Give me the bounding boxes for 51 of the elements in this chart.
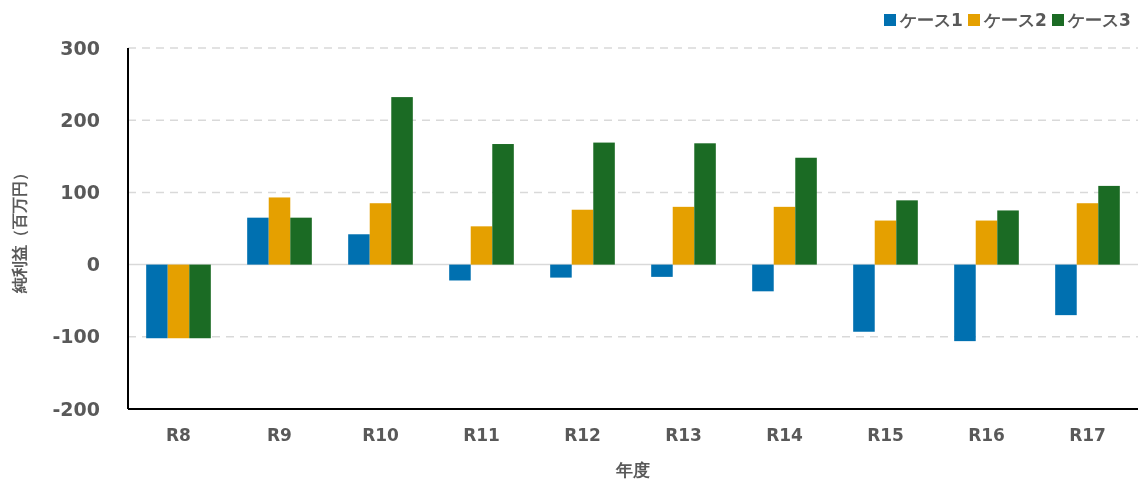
x-tick-label: R17 (1069, 425, 1106, 445)
bar (391, 97, 413, 265)
x-axis-title: 年度 (615, 460, 650, 480)
bar (290, 217, 312, 265)
bar (593, 142, 615, 265)
bar (651, 264, 673, 277)
bar (348, 234, 370, 265)
bar (795, 157, 817, 265)
bar (571, 209, 594, 265)
x-tick-label: R15 (867, 425, 904, 445)
bar (189, 264, 211, 339)
x-tick-label: R11 (463, 425, 500, 445)
x-tick-label: R9 (267, 425, 292, 445)
bar (167, 264, 190, 339)
y-tick-label: -100 (52, 325, 100, 348)
bar (694, 143, 716, 265)
x-tick-label: R8 (166, 425, 191, 445)
bar (752, 264, 774, 292)
bar (146, 264, 168, 339)
bar (672, 206, 695, 265)
bar (997, 210, 1019, 265)
bar (975, 220, 998, 265)
y-tick-label: 0 (86, 253, 100, 276)
y-tick-label: -200 (52, 397, 100, 420)
x-tick-label: R13 (665, 425, 702, 445)
bar (268, 197, 291, 265)
bar (1076, 203, 1099, 265)
legend-label: ケース2 (983, 9, 1047, 30)
x-tick-label: R14 (766, 425, 804, 445)
bar (773, 206, 796, 265)
bar (1055, 264, 1077, 316)
legend-label: ケース3 (1067, 9, 1131, 30)
x-tick-label: R12 (564, 425, 601, 445)
bar (369, 203, 392, 265)
y-axis-title: 純利益（百万円） (10, 164, 29, 294)
bar (247, 217, 269, 265)
bar (853, 264, 875, 332)
bar (550, 264, 572, 278)
bar (954, 264, 976, 342)
bar (492, 144, 514, 265)
bar (874, 220, 897, 265)
bar (470, 226, 493, 265)
x-tick-label: R16 (968, 425, 1005, 445)
bar (896, 200, 918, 265)
y-tick-label: 100 (60, 181, 100, 204)
y-tick-label: 300 (60, 36, 100, 59)
x-tick-label: R10 (362, 425, 400, 445)
bar (1098, 185, 1120, 265)
bar (449, 264, 471, 281)
legend-label: ケース1 (899, 9, 963, 30)
y-tick-label: 200 (60, 108, 100, 131)
